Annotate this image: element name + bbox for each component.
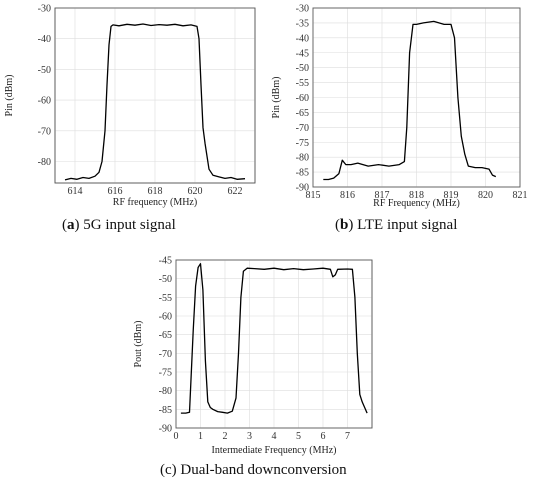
chart-c-y-tick-label: -45: [159, 256, 172, 267]
caption-b: (b) LTE input signal: [335, 217, 458, 233]
chart-b-y-tick-label: -55: [296, 78, 309, 89]
caption-c: (c) Dual-band downconversion: [160, 462, 347, 478]
chart-c-x-tick-label: 7: [345, 431, 350, 442]
chart-dual-band-downconversion: 0 1 2 3 4 5 6 7 -90 -85 -80 -75 -70 -65 -60 -55 -50 -45 In…: [133, 256, 373, 456]
caption-b-text: LTE input signal: [357, 217, 458, 233]
chart-a-frame: [54, 7, 256, 184]
chart-b-frame: [312, 7, 521, 188]
chart-a-x-tick-label: 622: [228, 186, 243, 197]
chart-b-x-tick-label: 820: [478, 190, 493, 201]
chart-c-series-line: [180, 263, 368, 414]
chart-b-y-tick-label: -60: [296, 93, 309, 104]
chart-b-y-axis-label: Pin (dBm): [271, 77, 282, 119]
chart-a-y-tick-label: -40: [38, 34, 51, 45]
chart-a-x-tick-label: 620: [188, 186, 203, 197]
chart-c-x-tick-label: 2: [223, 431, 228, 442]
chart-b-y-tick-label: -50: [296, 63, 309, 74]
chart-c-x-tick-label: 6: [321, 431, 326, 442]
chart-c-y-tick-label: -80: [159, 386, 172, 397]
chart-c-x-tick-label: 0: [174, 431, 179, 442]
chart-b-x-axis-label: RF Frequency (MHz): [373, 198, 460, 209]
chart-b-y-tick-label: -35: [296, 18, 309, 29]
chart-a-y-tick-label: -50: [38, 65, 51, 76]
chart-b-x-tick-label: 821: [513, 190, 528, 201]
chart-lte-input-signal: 815 816 817 818 819 820 821 -90 -85 -80 -75 -70 -65 -…: [271, 4, 528, 210]
caption-c-text: Dual-band downconversion: [180, 462, 347, 478]
chart-b-x-tick-label: 816: [340, 190, 355, 201]
chart-a-y-axis-label: Pin (dBm): [4, 75, 15, 117]
chart-b-y-tick-label: -70: [296, 123, 309, 134]
chart-b-x-tick-label: 815: [306, 190, 321, 201]
chart-b-y-tick-label: -65: [296, 108, 309, 119]
chart-c-y-axis-label: Pout (dBm): [133, 321, 144, 368]
chart-b-y-tick-label: -90: [296, 183, 309, 194]
chart-b-y-tick-label: -80: [296, 153, 309, 164]
chart-b-x-tick-label: 818: [409, 190, 424, 201]
chart-c-y-tick-label: -55: [159, 293, 172, 304]
caption-c-id: c: [165, 462, 172, 478]
chart-c-frame: [175, 259, 373, 429]
chart-b-x-tick-label: 819: [444, 190, 459, 201]
chart-c-y-tick-label: -90: [159, 424, 172, 435]
chart-a-x-tick-label: 614: [68, 186, 83, 197]
chart-b-y-tick-label: -30: [296, 4, 309, 15]
chart-c-y-tick-label: -75: [159, 368, 172, 379]
chart-b-series-line: [323, 20, 497, 181]
chart-a-y-tick-label: -80: [38, 157, 51, 168]
chart-b-y-tick-label: -40: [296, 33, 309, 44]
caption-a-text: 5G input signal: [83, 217, 176, 233]
chart-c-x-tick-label: 4: [272, 431, 277, 442]
caption-a: (a) 5G input signal: [62, 217, 176, 233]
chart-c-x-tick-label: 3: [247, 431, 252, 442]
chart-c-y-tick-label: -60: [159, 312, 172, 323]
chart-a-y-tick-label: -60: [38, 96, 51, 107]
caption-a-id: a: [67, 217, 75, 233]
chart-b-x-tick-label: 817: [375, 190, 390, 201]
caption-b-id: b: [340, 217, 349, 233]
chart-c-y-tick-label: -65: [159, 330, 172, 341]
chart-a-x-tick-label: 616: [108, 186, 123, 197]
chart-b-y-tick-label: -75: [296, 138, 309, 149]
chart-c-x-tick-label: 1: [198, 431, 203, 442]
chart-a-x-tick-label: 618: [148, 186, 163, 197]
chart-a-series-line: [64, 23, 246, 181]
chart-5g-input-signal: 614 616 618 620 622 -80 -70 -60 -50 -40 -30 RF freq…: [4, 4, 256, 208]
chart-c-x-tick-label: 5: [296, 431, 301, 442]
chart-b-y-tick-label: -45: [296, 48, 309, 59]
chart-c-y-tick-label: -50: [159, 274, 172, 285]
chart-c-x-axis-label: Intermediate Frequency (MHz): [212, 445, 337, 456]
chart-a-y-tick-label: -70: [38, 126, 51, 137]
chart-b-y-tick-label: -85: [296, 168, 309, 179]
chart-c-y-tick-label: -85: [159, 405, 172, 416]
chart-c-y-tick-label: -70: [159, 349, 172, 360]
chart-a-y-tick-label: -30: [38, 4, 51, 15]
chart-a-x-axis-label: RF frequency (MHz): [113, 197, 197, 208]
